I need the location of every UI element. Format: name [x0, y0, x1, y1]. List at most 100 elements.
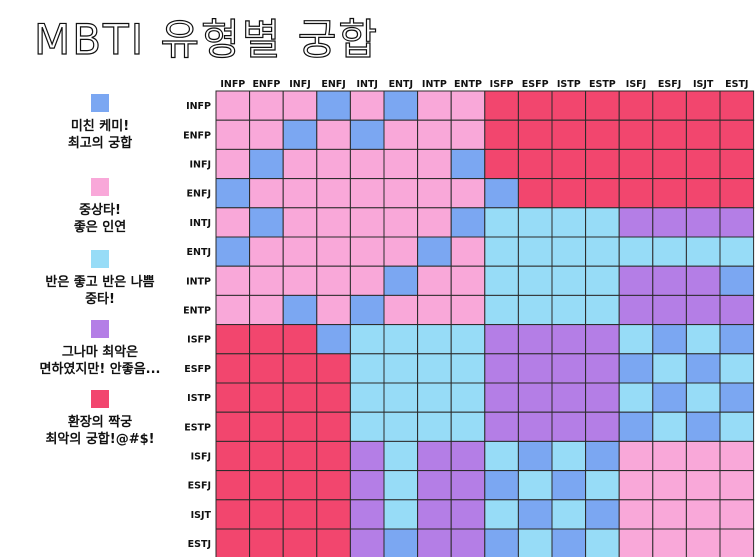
heatmap-cell — [417, 440, 452, 472]
heatmap-cell — [618, 119, 654, 150]
heatmap-cell — [685, 236, 721, 267]
heatmap-cell — [417, 265, 452, 296]
heatmap-cell — [383, 440, 419, 472]
heatmap-cell — [719, 528, 755, 557]
heatmap-cell — [618, 294, 654, 326]
heatmap-cell — [517, 353, 553, 384]
heatmap-cell — [517, 265, 553, 296]
heatmap-cell — [719, 119, 755, 150]
heatmap-cell — [685, 499, 721, 530]
heatmap-cell — [484, 470, 519, 501]
heatmap-cell — [249, 499, 284, 530]
heatmap-cell — [282, 207, 318, 238]
heatmap-cell — [484, 324, 519, 355]
heatmap-cell — [316, 294, 351, 326]
column-header: ESFP — [522, 79, 549, 90]
heatmap-cell — [282, 178, 318, 209]
heatmap-cell — [349, 470, 385, 501]
heatmap-cell — [585, 528, 620, 557]
heatmap-cell — [316, 324, 351, 355]
heatmap-cell — [719, 411, 755, 442]
heatmap-cell — [383, 528, 419, 557]
column-header: ESTJ — [725, 79, 748, 90]
heatmap-cell — [685, 440, 721, 472]
heatmap-cell — [417, 470, 452, 501]
heatmap-cell — [349, 119, 385, 150]
heatmap-cell — [316, 90, 351, 121]
heatmap-cell — [316, 440, 351, 472]
heatmap-cell — [551, 90, 587, 121]
heatmap-cell — [484, 499, 519, 530]
column-header: INFJ — [289, 79, 311, 90]
heatmap-cell — [618, 90, 654, 121]
heatmap-cell — [551, 440, 587, 472]
heatmap-cell — [685, 119, 721, 150]
heatmap-cell — [383, 499, 419, 530]
heatmap-cell — [282, 411, 318, 442]
heatmap-cell — [282, 294, 318, 326]
heatmap-cell — [316, 353, 351, 384]
heatmap-cell — [215, 440, 251, 472]
heatmap-cell — [417, 353, 452, 384]
heatmap-cell — [551, 119, 587, 150]
heatmap-cell — [215, 119, 251, 150]
heatmap-cell — [316, 411, 351, 442]
heatmap-cell — [349, 90, 385, 121]
heatmap-cell — [450, 528, 486, 557]
heatmap-cell — [551, 411, 587, 442]
heatmap-cell — [417, 236, 452, 267]
heatmap-cell — [249, 207, 284, 238]
heatmap-cell — [585, 470, 620, 501]
heatmap-cell — [585, 90, 620, 121]
heatmap-cell — [585, 440, 620, 472]
heatmap-cell — [450, 470, 486, 501]
heatmap-cell — [618, 382, 654, 413]
heatmap-cell — [652, 90, 687, 121]
heatmap-cell — [349, 528, 385, 557]
heatmap-cell — [685, 265, 721, 296]
heatmap-cell — [719, 353, 755, 384]
heatmap-cell — [517, 382, 553, 413]
heatmap-cell — [585, 324, 620, 355]
heatmap-cell — [215, 294, 251, 326]
heatmap-cell — [215, 148, 251, 180]
heatmap-cell — [450, 440, 486, 472]
legend-swatch-best — [91, 94, 109, 112]
heatmap-cell — [517, 148, 553, 180]
heatmap-cell — [282, 353, 318, 384]
column-header: ESFJ — [658, 79, 681, 90]
heatmap-cell — [215, 324, 251, 355]
heatmap-cell — [484, 411, 519, 442]
heatmap-cell — [585, 178, 620, 209]
heatmap-cell — [282, 119, 318, 150]
heatmap-cell — [618, 178, 654, 209]
heatmap-cell — [316, 148, 351, 180]
heatmap-cell — [652, 119, 687, 150]
heatmap-cell — [316, 382, 351, 413]
heatmap-cell — [551, 353, 587, 384]
legend-label-bad: 그나마 최악은 면하였지만! 안좋음... — [39, 345, 161, 377]
heatmap-cell — [383, 148, 419, 180]
heatmap-cell — [450, 411, 486, 442]
heatmap-cell — [618, 353, 654, 384]
heatmap-cell — [719, 440, 755, 472]
heatmap-cell — [484, 236, 519, 267]
heatmap-cell — [551, 148, 587, 180]
legend-label-best: 미친 케미! 최고의 궁합 — [67, 119, 133, 151]
heatmap-cell — [249, 294, 284, 326]
heatmap-cell — [215, 90, 251, 121]
row-header: ISFJ — [191, 452, 211, 463]
heatmap-cell — [450, 499, 486, 530]
heatmap-cell — [484, 294, 519, 326]
heatmap-cell — [349, 294, 385, 326]
legend-item-best: 미친 케미! 최고의 궁합 — [0, 94, 200, 152]
heatmap-cell — [450, 90, 486, 121]
heatmap-cell — [652, 236, 687, 267]
heatmap-cell — [618, 207, 654, 238]
heatmap-cell — [517, 178, 553, 209]
row-header: INTP — [186, 276, 211, 287]
heatmap-cell — [685, 207, 721, 238]
heatmap-cell — [484, 178, 519, 209]
heatmap-cell — [249, 178, 284, 209]
heatmap-cell — [484, 207, 519, 238]
